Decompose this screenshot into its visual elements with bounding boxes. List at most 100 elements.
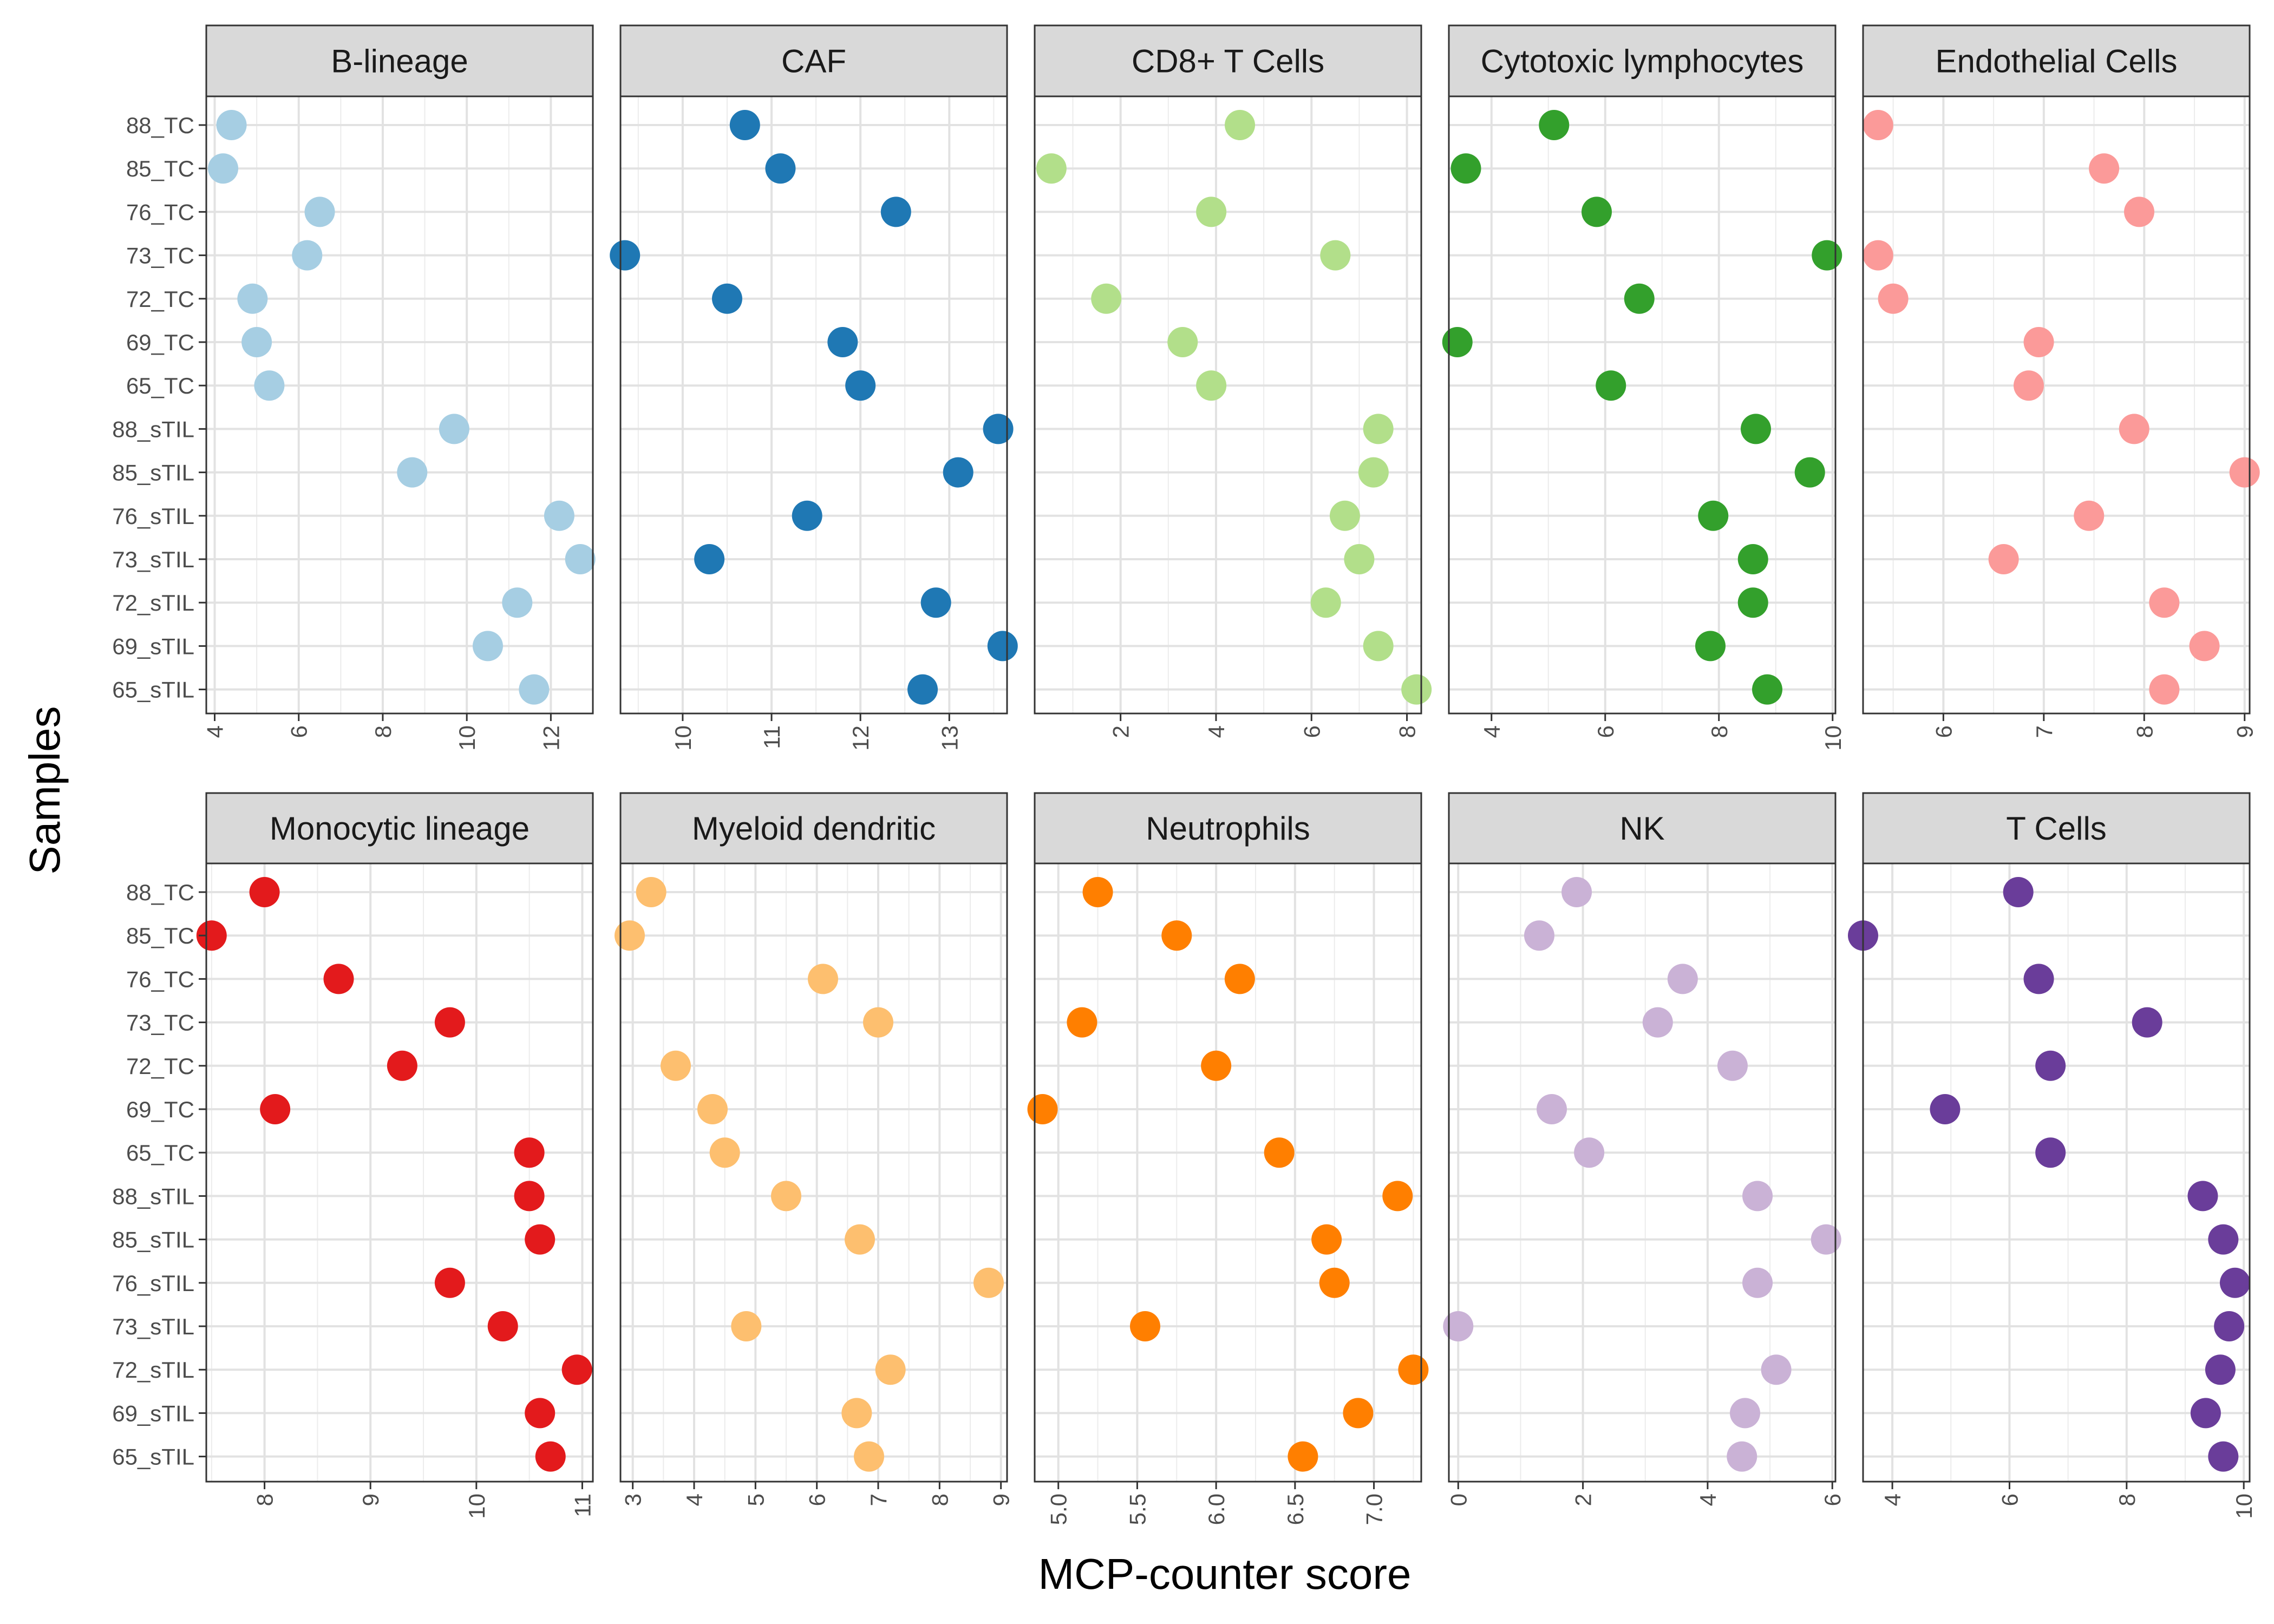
data-point <box>1742 1267 1773 1298</box>
x-tick-label: 6 <box>1931 725 1956 738</box>
y-tick-label: 88_TC <box>126 880 194 905</box>
panel-title: Myeloid dendritic <box>692 810 936 847</box>
data-point <box>729 110 760 140</box>
data-point <box>2214 1311 2245 1341</box>
data-point <box>731 1311 762 1341</box>
x-tick-label: 13 <box>937 725 962 751</box>
y-tick-label: 73_TC <box>126 243 194 269</box>
data-point <box>535 1441 566 1472</box>
x-tick-label: 7.0 <box>1362 1494 1387 1525</box>
data-point <box>845 370 876 401</box>
data-point <box>2089 153 2120 184</box>
data-point <box>2149 674 2180 705</box>
panel-strip <box>1862 24 2251 97</box>
x-tick-label: 5.5 <box>1125 1494 1150 1525</box>
x-tick-label: 11 <box>570 1494 595 1517</box>
panel-title: CD8+ T Cells <box>1132 43 1324 80</box>
x-tick-label: 6 <box>805 1494 830 1506</box>
data-point <box>771 1181 801 1212</box>
panel-title: Neutrophils <box>1146 810 1310 847</box>
data-point <box>196 920 227 951</box>
x-tick-label: 0 <box>1446 1494 1471 1506</box>
y-tick-label: 73_sTIL <box>112 1314 194 1339</box>
data-point <box>1582 197 1612 227</box>
plot-area <box>1863 863 2250 1482</box>
data-point <box>254 370 285 401</box>
data-point <box>434 1007 465 1038</box>
data-point <box>1878 283 1909 314</box>
data-point <box>1794 457 1825 488</box>
data-point <box>1742 1181 1773 1212</box>
data-point <box>1561 877 1592 907</box>
data-point <box>1130 1311 1160 1341</box>
data-point <box>565 544 596 574</box>
x-tick-label: 8 <box>927 1494 952 1506</box>
data-point <box>1319 1267 1350 1298</box>
data-point <box>1698 500 1729 531</box>
y-tick-label: 69_TC <box>126 330 194 355</box>
data-point <box>1539 110 1570 140</box>
y-tick-label: 85_sTIL <box>112 460 194 486</box>
data-point <box>2205 1354 2236 1385</box>
data-point <box>1443 1311 1474 1341</box>
panel-title: CAF <box>781 43 846 80</box>
data-point <box>1311 1224 1342 1255</box>
x-tick-label: 9 <box>358 1494 383 1506</box>
plot-area <box>620 863 1007 1482</box>
x-tick-label: 4 <box>1880 1494 1905 1506</box>
panel-border <box>619 862 1008 1483</box>
x-tick-label: 6 <box>1997 1494 2022 1506</box>
x-tick-label: 8 <box>1395 725 1420 738</box>
data-point <box>1288 1441 1318 1472</box>
data-point <box>1761 1354 1792 1385</box>
panel-strip <box>619 792 1008 865</box>
x-tick-label: 12 <box>538 725 564 751</box>
data-point <box>854 1441 884 1472</box>
panel-title: B-lineage <box>331 43 468 80</box>
x-tick-label: 8 <box>1707 725 1732 738</box>
data-point <box>2189 631 2220 662</box>
data-point <box>2124 197 2154 227</box>
data-point <box>502 587 533 618</box>
panel-border <box>1862 862 2251 1483</box>
data-point <box>711 283 742 314</box>
data-point <box>1812 240 1842 271</box>
data-point <box>765 153 796 184</box>
x-tick-label: 4 <box>1695 1494 1721 1506</box>
panel-strip <box>1448 24 1837 97</box>
data-point <box>514 1181 545 1212</box>
panel-strip <box>205 792 594 865</box>
data-point <box>694 544 725 574</box>
x-tick-label: 12 <box>848 725 873 751</box>
y-axis-title: Samples <box>21 706 69 874</box>
data-point <box>920 587 951 618</box>
data-point <box>987 631 1018 662</box>
panel-border <box>1448 95 1837 715</box>
panel-border <box>205 95 594 715</box>
y-tick-label: 88_TC <box>126 113 194 138</box>
data-point <box>397 457 428 488</box>
data-point <box>525 1398 556 1429</box>
panel-border <box>1862 95 2251 715</box>
data-point <box>808 964 838 994</box>
panel-t-cells: T Cells 4 6 8 10 <box>1848 792 2257 1519</box>
data-point <box>1442 327 1473 357</box>
panel-strip <box>1448 792 1837 865</box>
y-tick-label: 76_sTIL <box>112 1271 194 1296</box>
data-point <box>1642 1007 1673 1038</box>
data-point <box>1717 1050 1748 1081</box>
data-point <box>615 920 645 951</box>
data-point <box>1196 370 1227 401</box>
x-tick-label: 6.0 <box>1204 1494 1229 1525</box>
x-tick-label: 8 <box>252 1494 278 1506</box>
data-point <box>1537 1094 1567 1124</box>
data-point <box>2119 414 2149 444</box>
y-tick-label: 73_TC <box>126 1010 194 1036</box>
x-tick-label: 5.0 <box>1046 1494 1071 1525</box>
x-tick-label: 6 <box>1299 725 1324 738</box>
data-point <box>1329 500 1360 531</box>
data-point <box>2229 457 2260 488</box>
data-point <box>514 1137 545 1168</box>
data-point <box>472 631 503 662</box>
data-point <box>2074 500 2105 531</box>
